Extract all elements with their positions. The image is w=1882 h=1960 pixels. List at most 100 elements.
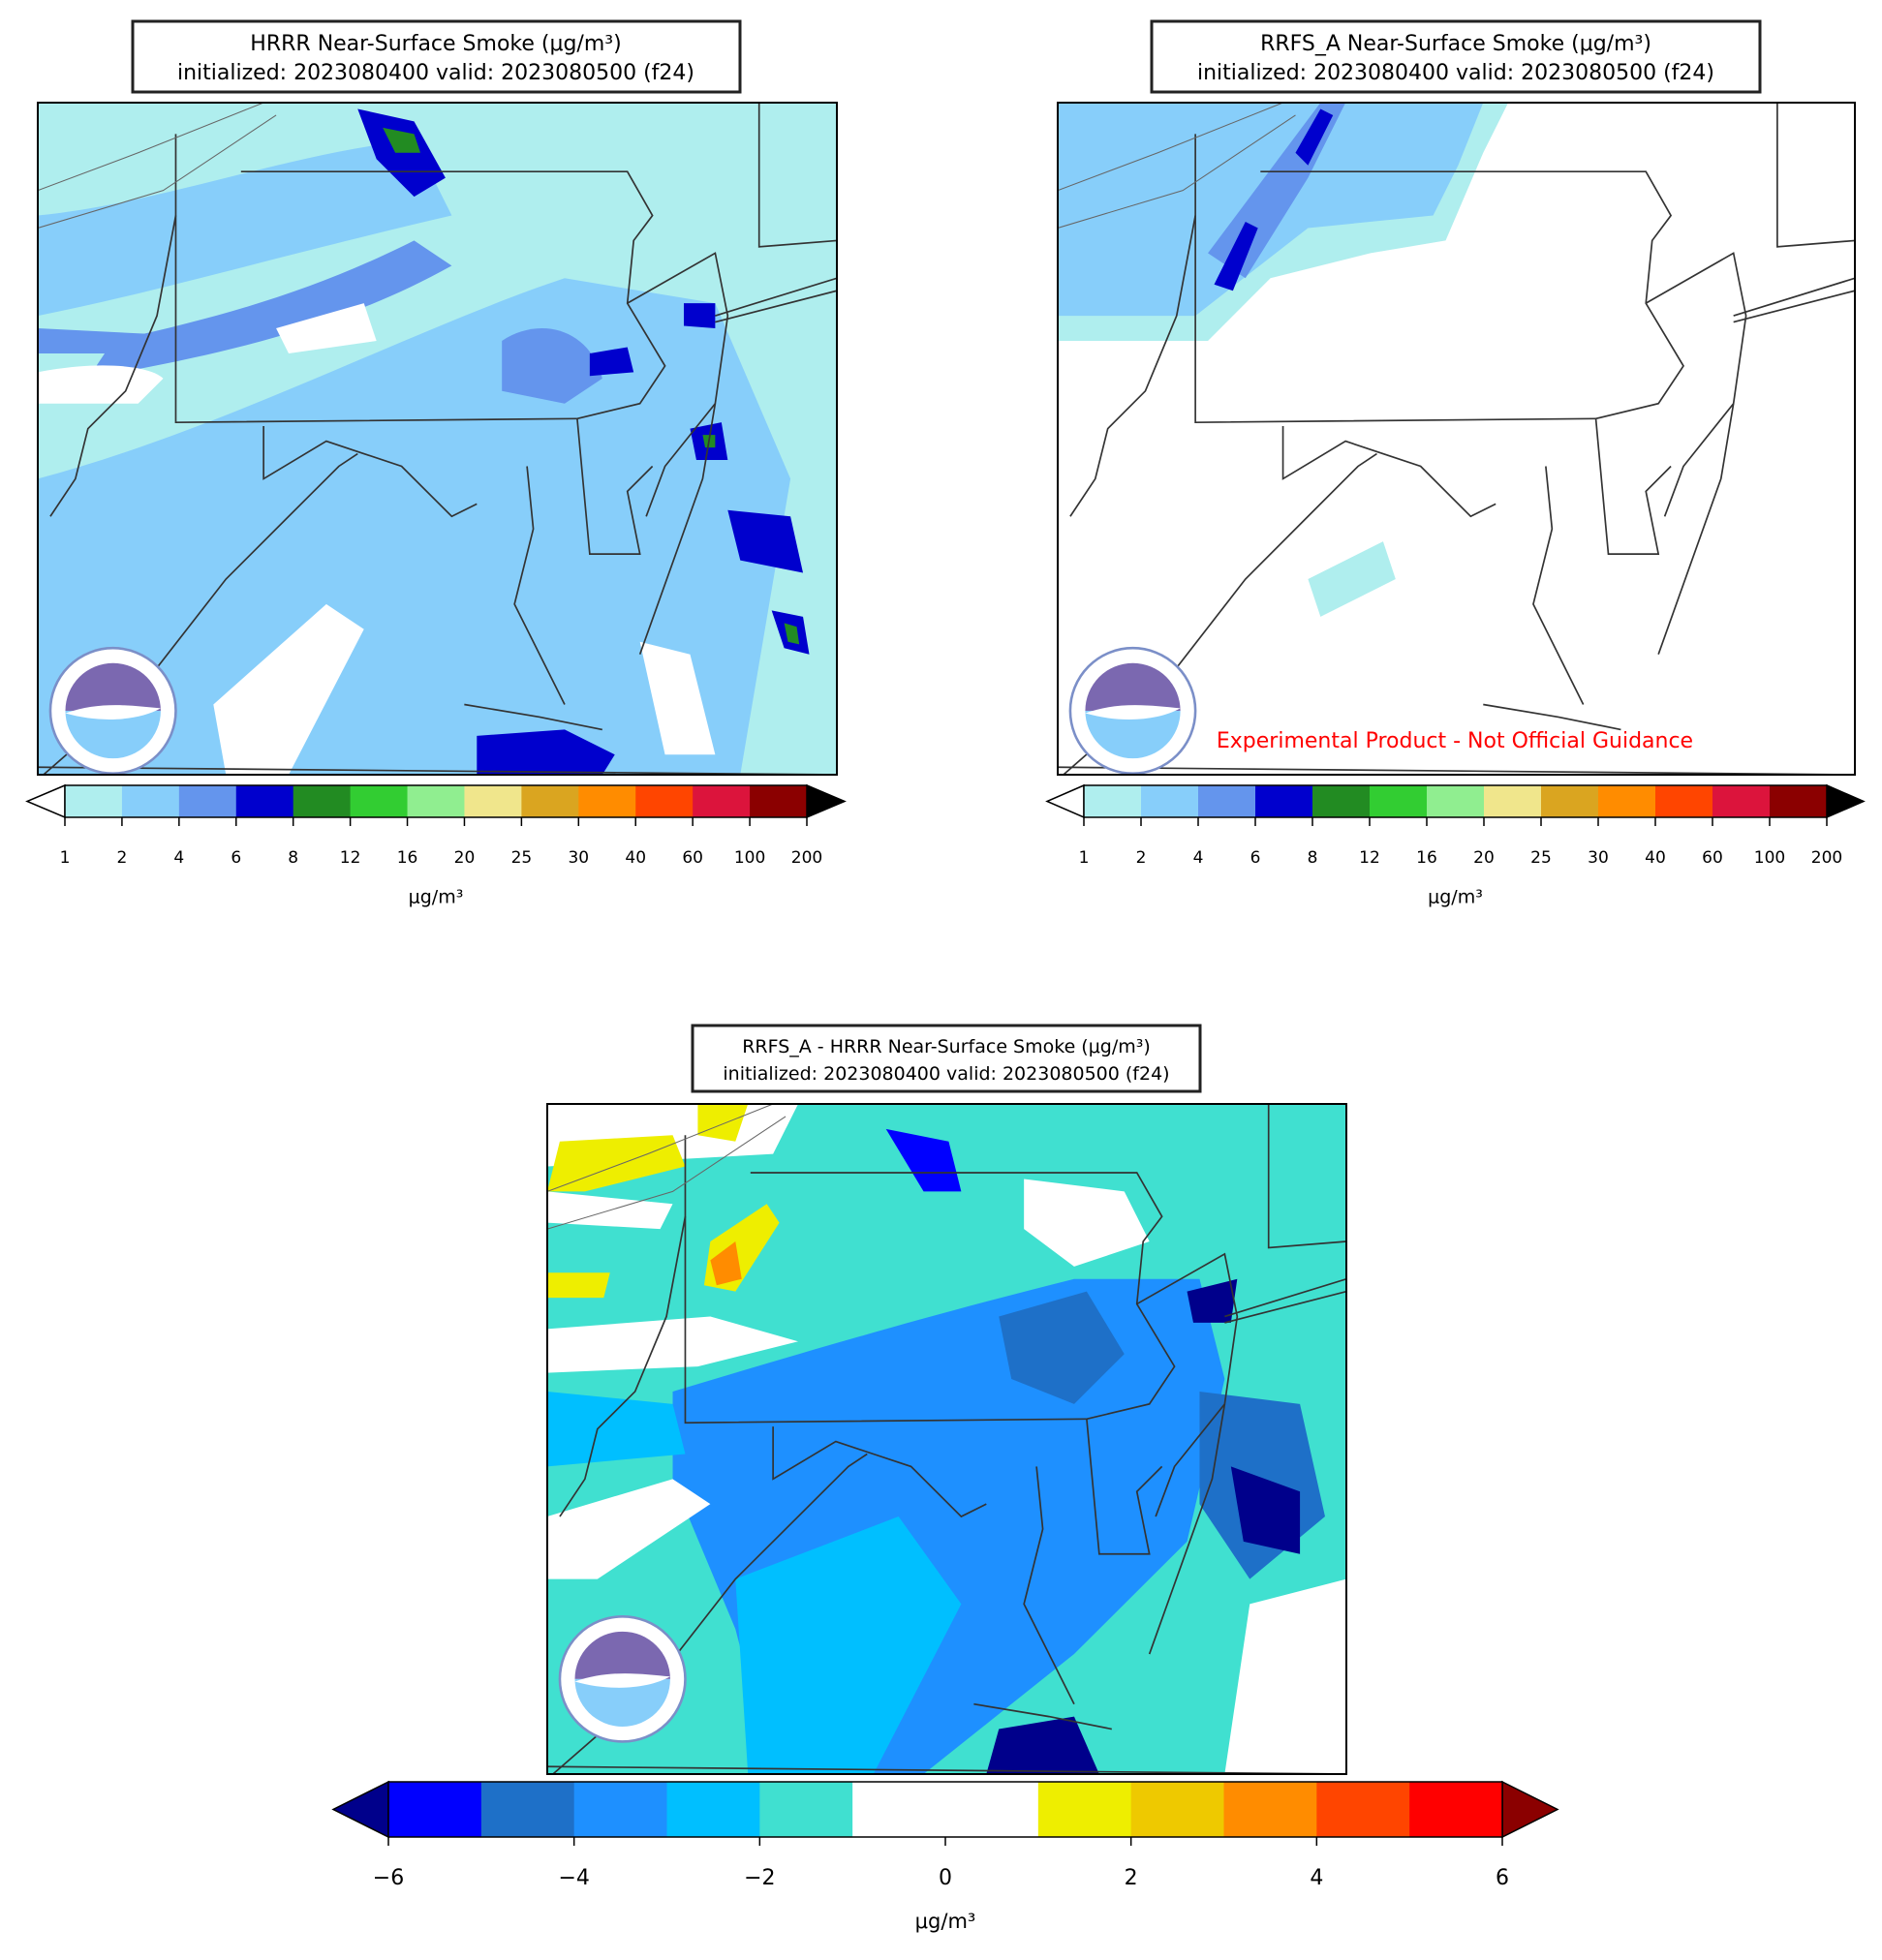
colorbar-tick-label: 200 (791, 848, 822, 868)
colorbar-tick-label: 20 (454, 848, 476, 868)
colorbar-segment (350, 785, 409, 817)
colorbar-segment (1409, 1782, 1503, 1837)
colorbar-label: μg/m³ (1428, 887, 1483, 908)
colorbar-segment (65, 785, 123, 817)
colorbar-under (1045, 783, 1085, 819)
colorbar-tick-label: 6 (1496, 1866, 1509, 1890)
colorbar-segment (480, 1782, 575, 1837)
colorbar-segment (235, 785, 294, 817)
colorbar-segment (666, 1782, 760, 1837)
map-frame (37, 102, 838, 776)
colorbar-tick-label: 40 (1645, 848, 1666, 868)
map-frame (546, 1103, 1347, 1775)
colorbar-label: μg/m³ (915, 1910, 976, 1933)
map-hrrr (38, 103, 837, 775)
colorbar-segment (1130, 1782, 1224, 1837)
map-frame (1057, 102, 1856, 776)
colorbar-tick-label: 100 (1754, 848, 1785, 868)
colorbar-tick-label: 6 (231, 848, 241, 868)
colorbar-tick-label: 2 (1136, 848, 1147, 868)
colorbar-tick-label: 20 (1473, 848, 1495, 868)
colorbar-segment (578, 785, 636, 817)
colorbar-segment (1312, 785, 1371, 817)
colorbar-segment (693, 785, 751, 817)
colorbar-segment (1541, 785, 1599, 817)
colorbar-segment (945, 1782, 1039, 1837)
colorbar-segment (573, 1782, 667, 1837)
subtitle: initialized: 2023080400 valid: 202308050… (723, 1063, 1169, 1085)
title: RRFS_A Near-Surface Smoke (μg/m³) (1260, 32, 1651, 56)
title: HRRR Near-Surface Smoke (μg/m³) (250, 32, 621, 56)
colorbar-tick-label: 1 (60, 848, 71, 868)
colorbar-tick-label: 2 (117, 848, 128, 868)
colorbar-tick-label: −6 (373, 1866, 404, 1890)
colorbar-tick-label: 30 (568, 848, 589, 868)
colorbar-under (25, 783, 66, 819)
colorbar-tick-label: 100 (734, 848, 765, 868)
colorbar-tick-label: 25 (511, 848, 533, 868)
title: RRFS_A - HRRR Near-Surface Smoke (μg/m³) (742, 1036, 1151, 1057)
colorbar-segment (635, 785, 694, 817)
colorbar-tick-label: 1 (1079, 848, 1090, 868)
colorbar-segment (1316, 1782, 1410, 1837)
colorbar-segment (1427, 785, 1485, 817)
colorbar-segment (750, 785, 808, 817)
colorbar-segment (1037, 1782, 1132, 1837)
colorbar-tick-label: 25 (1530, 848, 1552, 868)
subtitle: initialized: 2023080400 valid: 202308050… (1197, 61, 1714, 85)
colorbar-segment (1141, 785, 1199, 817)
colorbar-segment (852, 1782, 946, 1837)
colorbar-over (806, 783, 847, 819)
colorbar-over (1826, 783, 1866, 819)
colorbar-tick-label: −2 (744, 1866, 775, 1890)
colorbar-segment (388, 1782, 482, 1837)
colorbar-segment (178, 785, 237, 817)
title-box (691, 1024, 1202, 1093)
colorbar-segment (1712, 785, 1771, 817)
colorbar-frame (1083, 784, 1828, 818)
map-rrfs (1058, 103, 1855, 775)
colorbar-tick-label: −4 (558, 1866, 589, 1890)
colorbar-tick-label: 8 (1308, 848, 1318, 868)
watermark: Experimental Product - Not Official Guid… (1217, 729, 1693, 753)
colorbar-tick-label: 12 (340, 848, 361, 868)
colorbar-segment (293, 785, 352, 817)
title-box (131, 19, 742, 94)
colorbar-tick-label: 60 (1702, 848, 1723, 868)
colorbar-under (331, 1780, 389, 1839)
colorbar-segment (1598, 785, 1656, 817)
colorbar-segment (464, 785, 522, 817)
colorbar-tick-label: 200 (1811, 848, 1842, 868)
colorbar-tick-label: 6 (1250, 848, 1261, 868)
colorbar-segment (1255, 785, 1313, 817)
colorbar-tick-label: 2 (1125, 1866, 1138, 1890)
colorbar-tick-label: 16 (397, 848, 418, 868)
colorbar-tick-label: 60 (682, 848, 703, 868)
colorbar-over (1501, 1780, 1559, 1839)
colorbar-tick-label: 40 (625, 848, 646, 868)
colorbar-segment (1198, 785, 1256, 817)
colorbar-label: μg/m³ (409, 887, 464, 908)
colorbar-segment (1770, 785, 1828, 817)
colorbar-tick-label: 4 (173, 848, 184, 868)
colorbar-tick-label: 4 (1193, 848, 1204, 868)
map-difference (547, 1104, 1346, 1774)
colorbar-tick-label: 16 (1416, 848, 1437, 868)
subtitle: initialized: 2023080400 valid: 202308050… (177, 61, 694, 85)
title-box (1150, 19, 1762, 94)
colorbar-tick-label: 8 (288, 848, 298, 868)
colorbar-frame (64, 784, 808, 818)
colorbar-segment (1484, 785, 1542, 817)
colorbar-tick-label: 0 (939, 1866, 952, 1890)
colorbar-segment (1223, 1782, 1317, 1837)
colorbar-segment (407, 785, 465, 817)
colorbar-segment (121, 785, 180, 817)
colorbar-segment (1084, 785, 1142, 817)
colorbar-tick-label: 4 (1310, 1866, 1323, 1890)
colorbar-segment (1655, 785, 1713, 817)
colorbar-segment (759, 1782, 853, 1837)
colorbar-segment (521, 785, 579, 817)
colorbar-segment (1370, 785, 1428, 817)
colorbar-tick-label: 30 (1588, 848, 1609, 868)
